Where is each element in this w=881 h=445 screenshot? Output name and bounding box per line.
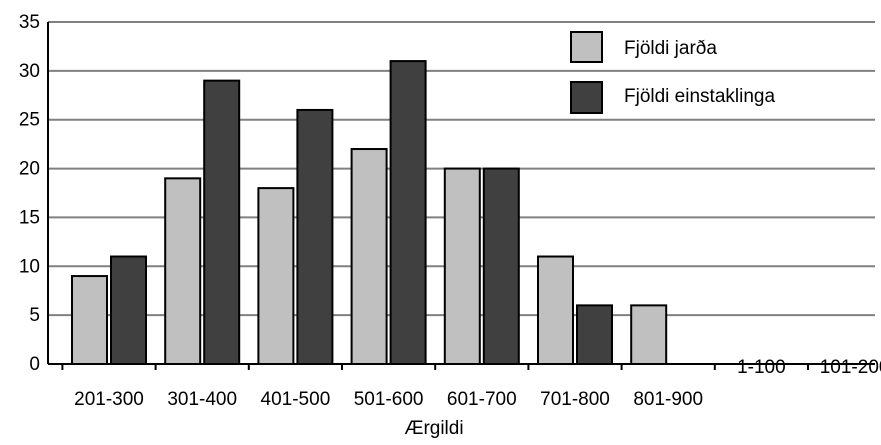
- bar-fjoldi-einstaklinga: [203, 79, 241, 365]
- x-tick-label: 701-800: [540, 389, 610, 410]
- y-tick-label: 30: [19, 61, 40, 82]
- bar-fjoldi-jarda: [630, 304, 668, 365]
- bar-fjoldi-einstaklinga: [296, 108, 334, 365]
- bar-fjoldi-einstaklinga: [389, 60, 427, 365]
- bar-fjoldi-einstaklinga: [482, 167, 520, 365]
- legend-swatch-series-1: [570, 31, 603, 63]
- bar-fjoldi-einstaklinga: [110, 255, 147, 365]
- axes: [47, 22, 875, 365]
- x-tick-label: 1-100: [737, 357, 786, 378]
- x-tick-label: 201-300: [74, 389, 144, 410]
- legend-label-series-1: Fjöldi jarða: [624, 38, 717, 59]
- bar-fjoldi-jarda: [443, 167, 481, 365]
- x-tick-label: 601-700: [447, 389, 517, 410]
- y-tick-label: 35: [19, 12, 40, 33]
- x-tick-label: 501-600: [354, 389, 424, 410]
- x-tick-label: 801-900: [633, 389, 703, 410]
- x-axis-title: Ærgildi: [404, 418, 463, 439]
- legend-swatch-series-2: [570, 81, 603, 114]
- bar-fjoldi-jarda: [257, 187, 295, 365]
- y-tick-label: 5: [29, 305, 40, 326]
- x-tick-label: 401-500: [261, 389, 331, 410]
- bar-fjoldi-einstaklinga: [576, 304, 613, 365]
- bar-fjoldi-jarda: [350, 148, 388, 365]
- y-tick-label: 15: [19, 207, 40, 228]
- legend: Fjöldi jarða Fjöldi einstaklinga: [570, 31, 775, 114]
- x-tick-label: 101-200: [820, 357, 881, 378]
- bar-fjoldi-jarda: [71, 275, 108, 365]
- y-tick-labels: 0 5 10 15 20 25 30 35: [19, 12, 40, 375]
- legend-label-series-2: Fjöldi einstaklinga: [624, 86, 775, 107]
- bar-fjoldi-jarda: [537, 255, 574, 365]
- bar-fjoldi-jarda: [164, 177, 202, 365]
- y-tick-label: 25: [19, 110, 40, 131]
- x-tick-labels: 201-300 301-400 401-500 501-600 601-700 701-8…: [61, 357, 881, 410]
- bars: [71, 60, 668, 365]
- y-tick-label: 20: [19, 159, 40, 180]
- x-tick-label: 301-400: [167, 389, 237, 410]
- y-tick-label: 10: [19, 256, 40, 277]
- y-tick-label: 0: [29, 354, 40, 375]
